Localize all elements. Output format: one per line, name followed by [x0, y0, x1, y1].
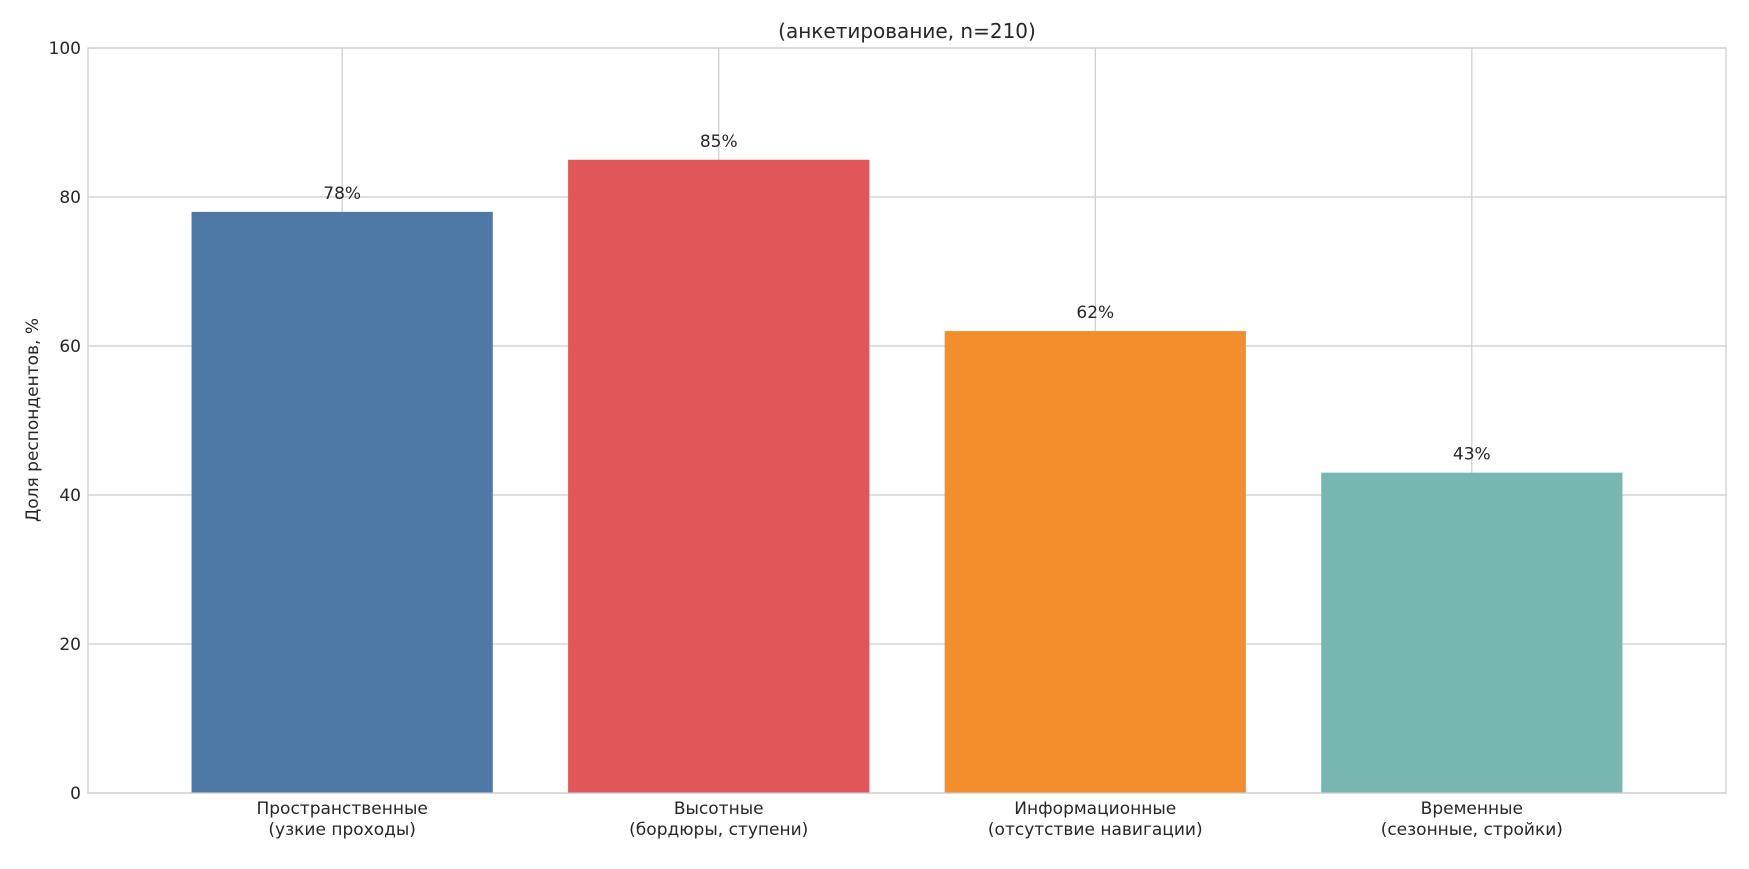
vertical-grid	[341, 48, 1473, 793]
x-tick-label-line: (узкие проходы)	[268, 820, 416, 840]
y-axis-ticks: 0 20 40 60 80 100	[49, 39, 81, 804]
bar	[1321, 472, 1623, 793]
x-tick-label-line: Информационные	[1014, 799, 1176, 819]
y-tick-label: 40	[59, 486, 81, 506]
y-tick-label: 20	[59, 635, 81, 655]
x-tick-label: Информационные (отсутствие навигации)	[988, 799, 1203, 840]
x-tick-label: Пространственные (узкие проходы)	[256, 799, 427, 840]
y-tick-label: 80	[59, 188, 81, 208]
bar-value-label: 78%	[323, 184, 361, 204]
bar-value-label: 43%	[1453, 445, 1491, 465]
x-tick-label-line: Пространственные	[256, 799, 427, 819]
x-tick-label-line: (бордюры, ступени)	[629, 820, 808, 840]
bar-value-label: 62%	[1076, 303, 1114, 323]
bar	[944, 331, 1246, 793]
bars	[191, 159, 1623, 793]
y-tick-label: 60	[59, 337, 81, 357]
bar	[191, 211, 493, 793]
value-labels: 78% 85% 62% 43%	[323, 132, 1490, 465]
bar	[568, 159, 870, 793]
y-tick-label: 100	[49, 39, 81, 59]
y-axis-label: Доля респондентов, %	[23, 318, 43, 522]
x-tick-label: Временные (сезонные, стройки)	[1381, 799, 1563, 840]
x-tick-label: Высотные (бордюры, ступени)	[629, 799, 808, 840]
x-tick-label-line: (сезонные, стройки)	[1381, 820, 1563, 840]
x-tick-label-line: Временные	[1421, 799, 1523, 819]
x-tick-label-line: Высотные	[674, 799, 764, 819]
plot-frame	[87, 47, 1727, 794]
x-axis-ticks: Пространственные (узкие проходы)Высотные(…	[256, 799, 1562, 840]
chart-title: (анкетирование, n=210)	[778, 19, 1036, 43]
x-tick-label-line: (отсутствие навигации)	[988, 820, 1203, 840]
y-tick-label: 0	[70, 784, 81, 804]
bar-value-label: 85%	[700, 132, 738, 152]
